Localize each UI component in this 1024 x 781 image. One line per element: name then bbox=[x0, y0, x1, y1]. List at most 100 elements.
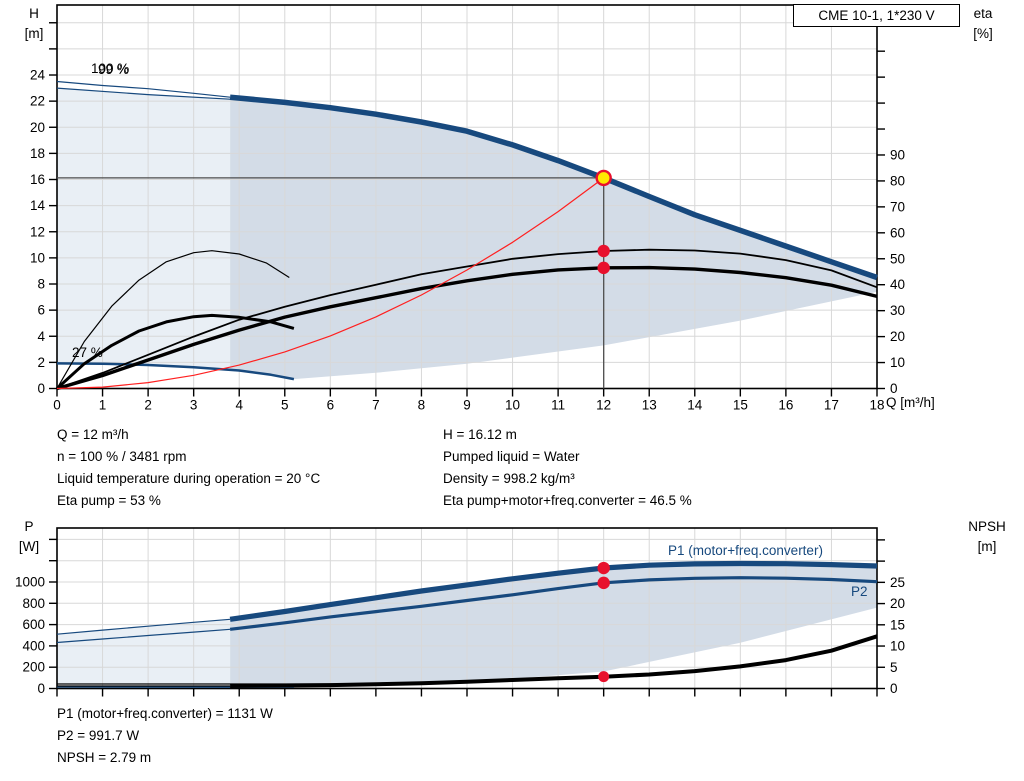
axis-tick-label: 10 bbox=[505, 398, 520, 413]
system-curve bbox=[56, 177, 605, 390]
pump-title-box: CME 10-1, 1*230 V bbox=[793, 4, 960, 27]
axis-tick-label: 20 bbox=[890, 329, 905, 344]
stat-speed: n = 100 % / 3481 rpm bbox=[57, 449, 187, 464]
axis-tick-label: 40 bbox=[890, 277, 905, 292]
p-axis-title: P [W] bbox=[18, 519, 40, 554]
axis-tick-label: 60 bbox=[890, 225, 905, 240]
p2-curve-thin bbox=[56, 628, 231, 644]
axis-tick-label: 8 bbox=[418, 398, 426, 413]
qh-curve-main bbox=[229, 94, 878, 281]
axis-tick-label: 0 bbox=[890, 681, 898, 696]
p2-point bbox=[597, 576, 610, 590]
stat-p1: P1 (motor+freq.converter) = 1131 W bbox=[57, 706, 273, 721]
qh-curve-100pct-thin bbox=[56, 80, 231, 98]
axis-tick-label: 0 bbox=[53, 398, 61, 413]
axis-tick-label: 14 bbox=[687, 398, 703, 413]
envelope-pale bbox=[57, 88, 231, 370]
axis-tick-label: 50 bbox=[890, 251, 905, 266]
axis-tick-label: 11 bbox=[551, 398, 565, 413]
axis-tick-label: 200 bbox=[22, 660, 45, 675]
axis-tick-label: 7 bbox=[372, 398, 380, 413]
duty-stats-right: H = 16.12 m Pumped liquid = Water Densit… bbox=[443, 424, 692, 512]
p2-curve-label: P2 bbox=[851, 584, 868, 599]
p1-curve-main bbox=[229, 560, 878, 622]
eta-arc-reduced-speed-thin bbox=[56, 250, 290, 389]
stat-density: Density = 998.2 kg/m³ bbox=[443, 471, 575, 486]
stat-liquid-temp: Liquid temperature during operation = 20… bbox=[57, 471, 321, 486]
axis-tick-label: 4 bbox=[37, 329, 45, 344]
axis-tick-label: 12 bbox=[596, 398, 611, 413]
axis-tick-label: 6 bbox=[327, 398, 335, 413]
axis-tick-label: 3 bbox=[190, 398, 198, 413]
qh-curve-99pct-thin bbox=[56, 87, 231, 100]
axis-tick-label: 800 bbox=[22, 596, 45, 611]
axis-tick-label: 4 bbox=[235, 398, 243, 413]
qh-curve-min-speed-27pct bbox=[56, 362, 295, 381]
axis-tick-label: 18 bbox=[30, 146, 45, 161]
eta-pump-curve bbox=[56, 248, 878, 390]
axis-tick-label: 6 bbox=[37, 303, 45, 318]
axis-tick-label: 14 bbox=[30, 198, 46, 213]
axis-tick-label: 600 bbox=[22, 617, 45, 632]
axis-tick-label: 0 bbox=[37, 381, 45, 396]
stat-q: Q = 12 m³/h bbox=[57, 427, 129, 442]
axis-tick-label: 22 bbox=[30, 94, 45, 109]
h-axis-title: H [m] bbox=[24, 6, 44, 41]
axis-tick-label: 24 bbox=[30, 68, 46, 83]
axis-tick-label: 12 bbox=[30, 224, 45, 239]
axis-tick-label: 16 bbox=[778, 398, 793, 413]
p1-curve-thin bbox=[56, 618, 231, 635]
speed-100-label: 100 % bbox=[91, 61, 130, 76]
power-stats: P1 (motor+freq.converter) = 1131 W P2 = … bbox=[57, 703, 273, 769]
axis-tick-label: 0 bbox=[37, 681, 45, 696]
axis-tick-label: 1000 bbox=[15, 574, 45, 589]
p2-curve-main bbox=[229, 576, 878, 631]
duty-point[interactable] bbox=[595, 169, 612, 187]
axis-tick-label: 2 bbox=[37, 355, 45, 370]
stat-eta-pump: Eta pump = 53 % bbox=[57, 493, 161, 508]
p1-point bbox=[597, 561, 610, 575]
npsh-axis-title: NPSH [m] bbox=[968, 519, 1006, 554]
stat-h: H = 16.12 m bbox=[443, 427, 517, 442]
power-envelope-pale bbox=[57, 619, 231, 685]
duty-stats-left: Q = 12 m³/h n = 100 % / 3481 rpm Liquid … bbox=[57, 424, 320, 512]
axis-tick-label: 30 bbox=[890, 303, 905, 318]
axis-tick-label: 17 bbox=[824, 398, 839, 413]
axis-tick-label: 80 bbox=[890, 173, 905, 188]
axis-tick-label: 90 bbox=[890, 147, 905, 162]
eta-arc-reduced-speed-thick bbox=[55, 313, 295, 390]
axis-tick-label: 10 bbox=[890, 355, 905, 370]
npsh-curve-main bbox=[230, 634, 878, 688]
p1-curve-label: P1 (motor+freq.converter) bbox=[668, 543, 823, 558]
axis-tick-label: 9 bbox=[463, 398, 471, 413]
axis-tick-label: 2 bbox=[144, 398, 152, 413]
axis-tick-label: 20 bbox=[30, 120, 45, 135]
axis-tick-label: 8 bbox=[37, 277, 45, 292]
axis-tick-label: 15 bbox=[733, 398, 748, 413]
axis-tick-label: 5 bbox=[281, 398, 289, 413]
axis-tick-label: 16 bbox=[30, 172, 45, 187]
eta-total-curve bbox=[56, 265, 878, 391]
q-axis-title: Q [m³/h] bbox=[886, 395, 935, 410]
axis-tick-label: 5 bbox=[890, 660, 898, 675]
speed-27-label: 27 % bbox=[72, 345, 103, 360]
axis-tick-label: 20 bbox=[890, 596, 905, 611]
stat-npsh: NPSH = 2.79 m bbox=[57, 750, 152, 765]
stat-pumped-liquid: Pumped liquid = Water bbox=[443, 449, 580, 464]
axis-tick-label: 15 bbox=[890, 617, 905, 632]
axis-tick-label: 10 bbox=[890, 639, 905, 654]
axis-tick-label: 10 bbox=[30, 250, 45, 265]
axis-tick-label: 0 bbox=[890, 381, 898, 396]
axis-tick-label: 13 bbox=[642, 398, 657, 413]
eta-axis-title: eta [%] bbox=[973, 6, 993, 41]
speed-99-label: 99 % bbox=[98, 62, 129, 77]
npsh-point bbox=[598, 671, 610, 683]
axis-tick-label: 18 bbox=[869, 398, 884, 413]
eta-total-point bbox=[597, 261, 610, 275]
stat-eta-total: Eta pump+motor+freq.converter = 46.5 % bbox=[443, 493, 692, 508]
axis-tick-label: 70 bbox=[890, 199, 905, 214]
axis-tick-label: 1 bbox=[99, 398, 107, 413]
eta-pump-point bbox=[597, 244, 610, 258]
axis-tick-label: 25 bbox=[890, 575, 905, 590]
